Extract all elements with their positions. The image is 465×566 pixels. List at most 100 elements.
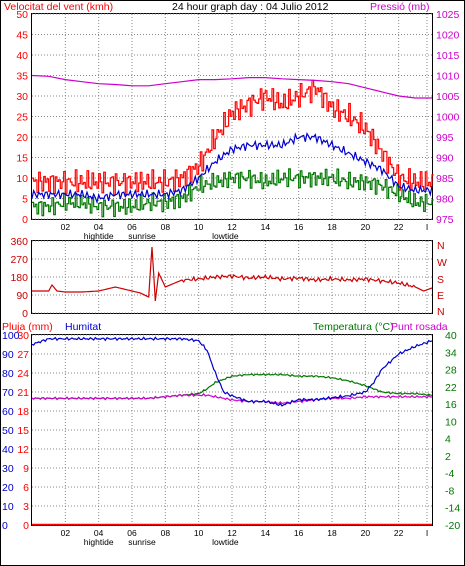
pressure-tick-label: 1005 xyxy=(436,91,460,103)
rain-tick-label: 21 xyxy=(17,387,29,399)
x-tick-label: I xyxy=(426,222,428,232)
x-tick-label: 12 xyxy=(227,222,237,232)
pressure-line xyxy=(31,74,432,99)
event-label: sunrise xyxy=(128,537,156,547)
direction-tick-label: 0 xyxy=(22,308,28,320)
wind-tick-label: 20 xyxy=(16,132,28,144)
x-tick-label: 08 xyxy=(161,222,171,232)
wind-tick-label: 15 xyxy=(16,153,28,165)
pressure-tick-label: 1020 xyxy=(436,30,460,42)
x-tick-label: 06 xyxy=(127,528,137,538)
humidity-tick-label: 80 xyxy=(2,368,14,380)
pressure-tick-label: 1010 xyxy=(436,71,460,83)
x-tick-label: 14 xyxy=(261,528,271,538)
temperature-label: Temperatura (°C) xyxy=(313,321,394,333)
graph-day-title: 24 hour graph day : 04 Julio 2012 xyxy=(172,1,329,13)
wind-speed-title: Velocitat del vent (kmh) xyxy=(4,1,113,13)
rain-tick-label: 9 xyxy=(23,463,29,475)
humidity-tick-label: 0 xyxy=(2,520,8,532)
humidity-tick-label: 60 xyxy=(2,406,14,418)
humidity-tick-label: 30 xyxy=(2,463,14,475)
x-tick-label: 20 xyxy=(361,528,371,538)
wind-tick-label: 50 xyxy=(16,9,28,21)
compass-label: S xyxy=(437,274,444,286)
event-label: lowtide xyxy=(212,231,239,241)
pressure-tick-label: 985 xyxy=(436,173,454,185)
wind-tick-label: 30 xyxy=(16,91,28,103)
wind-min-line xyxy=(32,168,434,218)
temperature-tick-label: -4 xyxy=(445,468,454,480)
wind-tick-label: 10 xyxy=(16,173,28,185)
event-label: hightide xyxy=(84,537,114,547)
temperature-tick-label: 34 xyxy=(445,347,457,359)
x-tick-label: 10 xyxy=(194,222,204,232)
x-tick-label: 18 xyxy=(327,528,337,538)
x-tick-label: 20 xyxy=(361,222,371,232)
temperature-tick-label: -8 xyxy=(445,485,454,497)
temperature-tick-label: -14 xyxy=(445,503,460,515)
humidity-tick-label: 100 xyxy=(2,330,20,342)
x-tick-label: 02 xyxy=(61,222,71,232)
wind-tick-label: 5 xyxy=(22,194,28,206)
humidity-tick-label: 10 xyxy=(2,501,14,513)
x-tick-label: I xyxy=(426,528,428,538)
x-tick-label: 16 xyxy=(294,528,304,538)
x-tick-label: 22 xyxy=(394,222,404,232)
wind-tick-label: 25 xyxy=(16,112,28,124)
compass-label: W xyxy=(437,257,447,269)
x-tick-label: 04 xyxy=(94,528,104,538)
temperature-tick-label: 28 xyxy=(445,365,457,377)
humidity-line xyxy=(31,336,433,407)
rain-tick-label: 18 xyxy=(17,406,29,418)
humidity-tick-label: 20 xyxy=(2,482,14,494)
x-tick-label: 02 xyxy=(61,528,71,538)
x-tick-label: 06 xyxy=(127,222,137,232)
compass-label: N xyxy=(437,240,445,252)
dew-point-line xyxy=(31,392,433,405)
temperature-tick-label: -20 xyxy=(445,520,460,532)
pressure-tick-label: 1000 xyxy=(436,112,460,124)
rain-tick-label: 0 xyxy=(23,520,29,532)
wind-tick-label: 35 xyxy=(16,71,28,83)
panel-direction-border xyxy=(31,240,433,314)
pressure-tick-label: 980 xyxy=(436,194,454,206)
pressure-tick-label: 1025 xyxy=(436,9,460,21)
event-label: hightide xyxy=(84,231,114,241)
rain-tick-label: 3 xyxy=(23,501,29,513)
pressure-tick-label: 995 xyxy=(436,132,454,144)
x-tick-label: 04 xyxy=(94,222,104,232)
temperature-tick-label: 2 xyxy=(445,451,451,463)
temperature-tick-label: 4 xyxy=(445,434,451,446)
x-tick-label: 10 xyxy=(194,528,204,538)
event-label: lowtide xyxy=(212,537,239,547)
rain-label: Pluja (mm) xyxy=(2,321,53,333)
x-tick-label: 16 xyxy=(294,222,304,232)
x-tick-label: 14 xyxy=(261,222,271,232)
pressure-tick-label: 990 xyxy=(436,153,454,165)
x-tick-label: 12 xyxy=(227,528,237,538)
wind-gust-line xyxy=(32,79,434,196)
direction-tick-label: 270 xyxy=(10,254,28,266)
direction-tick-label: 180 xyxy=(10,272,28,284)
pressure-tick-label: 975 xyxy=(436,214,454,226)
temperature-tick-label: 40 xyxy=(445,330,457,342)
temperature-tick-label: 16 xyxy=(445,399,457,411)
humidity-tick-label: 70 xyxy=(2,387,14,399)
dew-point-label: Punt rosada xyxy=(391,321,448,333)
event-label: sunrise xyxy=(128,231,156,241)
humidity-tick-label: 40 xyxy=(2,444,14,456)
humidity-label: Humitat xyxy=(65,321,101,333)
x-tick-label: 18 xyxy=(327,222,337,232)
direction-tick-label: 90 xyxy=(16,290,28,302)
temperature-tick-label: 10 xyxy=(445,416,457,428)
rain-tick-label: 15 xyxy=(17,425,29,437)
wind-tick-label: 45 xyxy=(16,30,28,42)
wind-direction-line xyxy=(32,246,433,302)
rain-tick-label: 24 xyxy=(17,368,29,380)
humidity-tick-label: 90 xyxy=(2,349,14,361)
rain-tick-label: 6 xyxy=(23,482,29,494)
temperature-tick-label: 22 xyxy=(445,382,457,394)
x-tick-label: 22 xyxy=(394,528,404,538)
